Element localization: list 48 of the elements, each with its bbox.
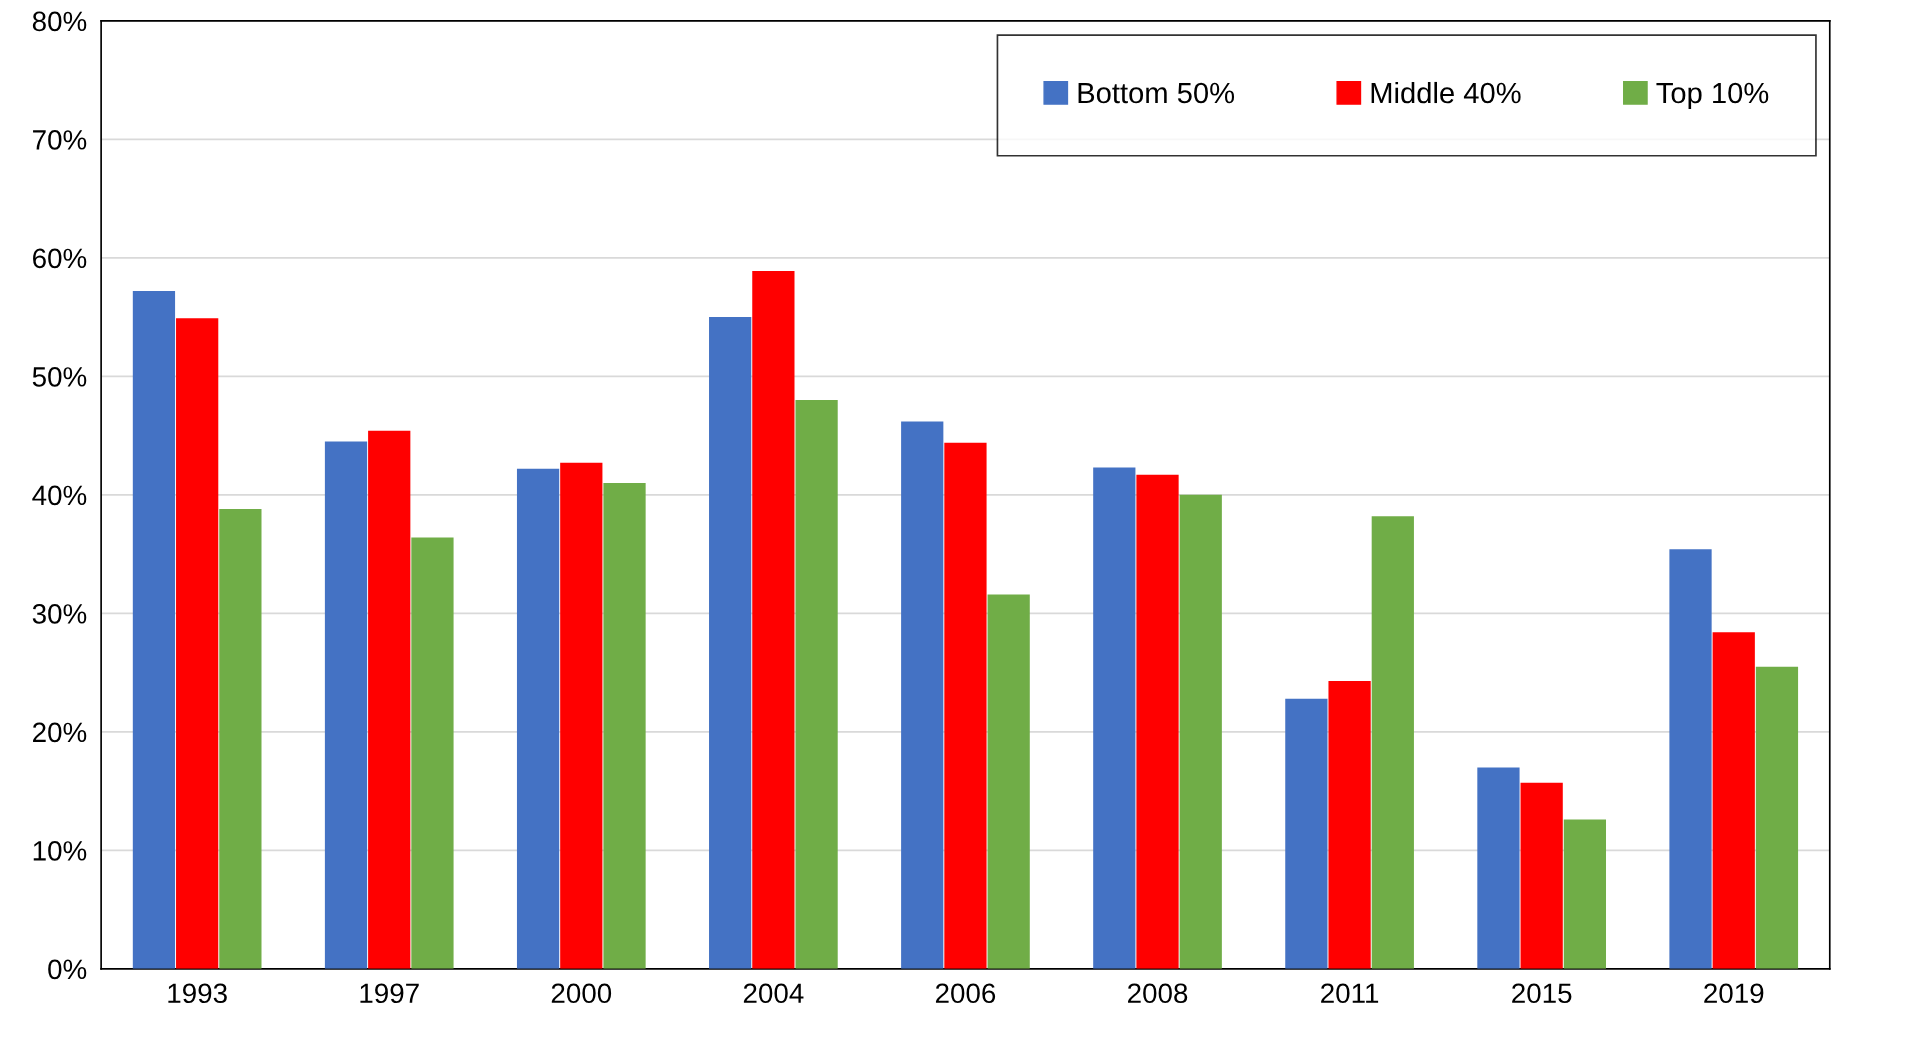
bar: [1179, 494, 1222, 969]
y-tick-label: 30%: [32, 604, 87, 624]
bar: [1328, 680, 1371, 969]
bar: [1136, 474, 1179, 969]
bar: [1669, 549, 1712, 969]
bar: [1285, 698, 1328, 969]
bar: [324, 441, 368, 969]
bar: [1477, 767, 1520, 969]
bar: [603, 483, 646, 969]
bar: [752, 270, 795, 969]
x-tick-label: 1993: [168, 983, 227, 1004]
bar: [944, 442, 987, 969]
y-tick-label: 10%: [33, 841, 87, 861]
y-tick-label: 40%: [32, 485, 87, 506]
x-tick-label: 2015: [1512, 983, 1572, 1004]
bar: [1520, 782, 1563, 969]
bar: [795, 400, 838, 969]
y-tick-label: 80%: [32, 11, 87, 32]
y-tick-label: 20%: [33, 722, 87, 743]
y-tick-label: 0%: [48, 959, 87, 980]
legend-label: Bottom 50%: [1078, 82, 1235, 104]
bar: [368, 430, 411, 969]
x-tick-label: 2000: [551, 983, 612, 1004]
y-tick-label: 50%: [32, 367, 87, 387]
legend-label: Middle 40%: [1371, 81, 1521, 104]
bar: [901, 421, 944, 969]
y-tick-label: 60%: [33, 248, 87, 269]
bar: [1712, 632, 1755, 969]
legend-label: Top 10%: [1656, 82, 1769, 110]
x-tick-label: 2008: [1128, 983, 1188, 1004]
bar: [1093, 467, 1136, 969]
x-tick-label: 2011: [1321, 983, 1379, 1004]
bar: [176, 318, 219, 969]
bar: [411, 537, 454, 969]
bar: [987, 594, 1030, 969]
bar: [1371, 516, 1414, 969]
y-tick-label: 70%: [33, 130, 87, 150]
x-tick-label: 2006: [935, 983, 996, 1004]
bar: [516, 468, 560, 969]
bar: [132, 291, 176, 969]
x-tick-label: 1997: [360, 983, 419, 1004]
bar: [1755, 666, 1799, 969]
bar: [560, 462, 603, 969]
x-tick-label: 2004: [743, 983, 804, 1004]
x-tick-label: 2019: [1704, 983, 1764, 1004]
bar: [709, 317, 752, 969]
bar: [219, 509, 262, 969]
bar: [1563, 819, 1607, 969]
